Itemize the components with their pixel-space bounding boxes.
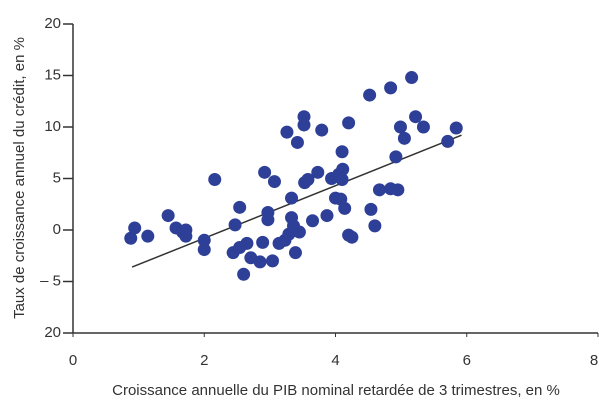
x-tick-label: 2 [200, 352, 208, 369]
x-tick-label: 8 [590, 352, 598, 369]
point [393, 120, 407, 134]
point [335, 173, 349, 187]
point [297, 118, 311, 132]
point [290, 135, 304, 149]
y-tick-label: 20 [44, 15, 61, 32]
point [288, 246, 302, 260]
point [261, 213, 275, 227]
x-axis-label: Croissance annuelle du PIB nominal retar… [112, 382, 560, 399]
point [306, 214, 320, 228]
x-tick-label: 6 [463, 352, 471, 369]
y-tick-label: 0 [53, 221, 61, 238]
x-tick-label: 0 [69, 352, 77, 369]
point [258, 165, 272, 179]
point [197, 233, 211, 247]
point [320, 209, 334, 223]
point [237, 267, 251, 281]
point [416, 120, 430, 134]
point [335, 145, 349, 159]
point [363, 88, 377, 102]
point [397, 131, 411, 145]
point [391, 183, 405, 197]
point [364, 202, 378, 216]
point [124, 231, 138, 245]
point [311, 165, 325, 179]
point [280, 125, 294, 139]
point [266, 254, 279, 268]
y-tick-label: 10 [44, 118, 61, 135]
point [256, 235, 270, 249]
point [345, 230, 359, 244]
point [449, 121, 463, 135]
point [338, 201, 352, 215]
y-tick-label: 20 [44, 324, 61, 341]
point [389, 150, 403, 164]
point [384, 81, 398, 95]
point [267, 175, 281, 189]
y-tick-label: – 5 [40, 272, 61, 289]
point [336, 162, 350, 176]
y-axis-label: Taux de croissance annuel du crédit, en … [11, 37, 28, 319]
point [161, 209, 175, 223]
y-tick-label: 5 [53, 169, 61, 186]
point [233, 200, 247, 214]
point [368, 219, 382, 233]
point [240, 236, 254, 250]
point [409, 110, 423, 124]
y-tick-label: 15 [44, 66, 61, 83]
point [141, 229, 155, 243]
point [128, 221, 142, 235]
point [342, 116, 356, 130]
point [292, 225, 306, 239]
point [253, 255, 267, 269]
x-tick-label: 4 [331, 352, 339, 369]
point [285, 191, 299, 205]
point [372, 183, 386, 197]
point [301, 173, 315, 187]
point [179, 229, 193, 243]
point [315, 123, 329, 137]
point [405, 71, 419, 85]
point [228, 218, 242, 232]
point [441, 134, 455, 148]
point [208, 173, 222, 187]
point [197, 243, 211, 257]
